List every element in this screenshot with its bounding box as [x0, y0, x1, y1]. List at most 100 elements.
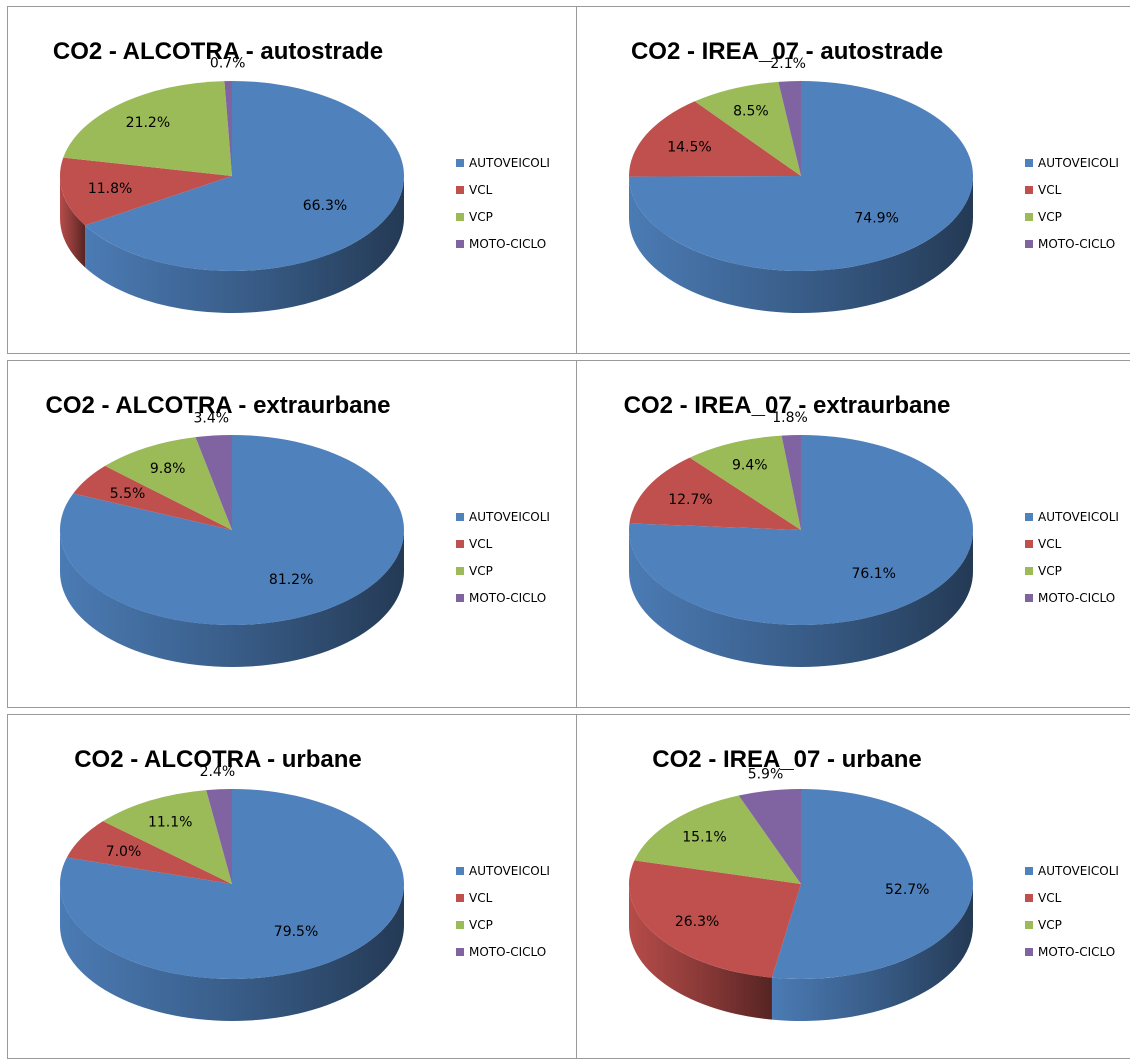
- slice-moto-ciclo: [206, 789, 232, 884]
- legend: AUTOVEICOLI VCL VCP MOTO-CICLO: [1025, 510, 1119, 605]
- data-label: 81.2%: [269, 572, 313, 588]
- slice-moto-ciclo: [778, 81, 801, 176]
- legend-swatch: [1025, 921, 1033, 929]
- legend-swatch: [456, 567, 464, 575]
- legend: AUTOVEICOLI VCL VCP MOTO-CICLO: [1025, 156, 1119, 251]
- data-label: 21.2%: [126, 115, 170, 131]
- legend-label: MOTO-CICLO: [1038, 591, 1115, 605]
- slice-side-autoveicoli: [60, 530, 404, 667]
- data-label: 5.5%: [110, 486, 146, 502]
- legend-swatch: [1025, 894, 1033, 902]
- legend-swatch: [456, 867, 464, 875]
- legend-label: MOTO-CICLO: [469, 945, 546, 959]
- data-label: 3.4%: [193, 410, 229, 426]
- slice-vcl: [73, 465, 232, 530]
- pie-chart: CO2 - ALCOTRA - extraurbane 81.2% 5.5%9.8%…: [46, 392, 550, 667]
- legend-swatch: [1025, 213, 1033, 221]
- legend-swatch: [1025, 594, 1033, 602]
- pie-chart: CO2 - ALCOTRA - urbane 79.5% 7.0% 11.1% 2.4%…: [60, 746, 550, 1021]
- pie-chart: CO2 - IREA_07 - autostrade 74.9% 14.5% 8.5%…: [629, 38, 1119, 313]
- data-label: 8.5%: [733, 103, 769, 119]
- data-label: 11.1%: [148, 814, 192, 830]
- chart-title: CO2 - IREA_07 - extraurbane: [624, 392, 951, 419]
- legend: AUTOVEICOLI VCL VCP MOTO-CICLO: [456, 864, 550, 959]
- slice-moto-ciclo: [738, 789, 801, 884]
- legend-label: MOTO-CICLO: [1038, 237, 1115, 251]
- legend-label: VCL: [1038, 537, 1062, 551]
- slice-side-autoveicoli: [85, 176, 405, 313]
- data-label: 9.4%: [732, 458, 768, 474]
- slice-vcp: [694, 81, 801, 176]
- legend-swatch: [1025, 867, 1033, 875]
- data-label: 2.4%: [200, 764, 236, 780]
- legend-swatch: [1025, 159, 1033, 167]
- pie-chart-panel: CO2 - ALCOTRA - autostrade 66.3% 11.8% 21.2…: [7, 6, 577, 354]
- data-label: 52.7%: [885, 882, 929, 898]
- legend-swatch: [456, 186, 464, 194]
- slice-vcl: [629, 101, 801, 177]
- legend-swatch: [456, 894, 464, 902]
- data-label: 1.8%: [772, 410, 808, 426]
- legend-swatch: [1025, 567, 1033, 575]
- data-label: 79.5%: [274, 924, 318, 940]
- pie-chart: CO2 - IREA_07 - urbane 52.7% 26.3% 15.1% 5.9…: [629, 746, 1119, 1021]
- data-label: 66.3%: [303, 198, 347, 214]
- pie-depth: [629, 176, 973, 313]
- pie-chart-panel: CO2 - IREA_07 - urbane 52.7% 26.3% 15.1% 5.9…: [576, 714, 1130, 1059]
- data-label: 9.8%: [150, 461, 186, 477]
- pie-chart: CO2 - IREA_07 - extraurbane 76.1% 12.7% 9.4…: [624, 392, 1119, 667]
- legend-label: AUTOVEICOLI: [469, 864, 550, 878]
- data-label: 2.1%: [770, 56, 806, 72]
- slice-autoveicoli: [771, 789, 973, 979]
- slice-vcp: [63, 81, 233, 176]
- slice-vcp: [102, 790, 232, 884]
- legend-swatch: [456, 540, 464, 548]
- legend-label: AUTOVEICOLI: [1038, 864, 1119, 878]
- slice-vcl: [66, 821, 232, 884]
- pie-depth: [60, 530, 404, 667]
- legend-swatch: [456, 513, 464, 521]
- data-label: 0.7%: [210, 56, 246, 72]
- slice-side-autoveicoli: [60, 884, 404, 1021]
- slice-side-vcl: [60, 176, 86, 268]
- data-label: 76.1%: [852, 566, 896, 582]
- legend-swatch: [1025, 948, 1033, 956]
- legend-label: VCP: [469, 918, 493, 932]
- legend-label: VCL: [1038, 891, 1062, 905]
- legend-swatch: [1025, 513, 1033, 521]
- slice-vcp: [105, 437, 232, 530]
- slice-vcp: [634, 795, 801, 884]
- legend-label: VCP: [469, 564, 493, 578]
- legend-label: VCP: [469, 210, 493, 224]
- legend-label: AUTOVEICOLI: [469, 510, 550, 524]
- chart-title: CO2 - IREA_07 - urbane: [652, 746, 921, 773]
- data-label: 12.7%: [668, 492, 712, 508]
- legend-label: AUTOVEICOLI: [1038, 510, 1119, 524]
- legend-label: MOTO-CICLO: [469, 591, 546, 605]
- chart-title: CO2 - IREA_07 - autostrade: [631, 38, 943, 65]
- legend-swatch: [1025, 186, 1033, 194]
- slice-side-autoveicoli: [629, 176, 973, 313]
- data-label: 11.8%: [88, 181, 132, 197]
- data-label: 14.5%: [667, 139, 711, 155]
- legend-swatch: [456, 240, 464, 248]
- data-label: 26.3%: [675, 914, 719, 930]
- legend-label: VCP: [1038, 564, 1062, 578]
- slice-autoveicoli: [629, 81, 973, 271]
- legend-label: VCP: [1038, 210, 1062, 224]
- slice-moto-ciclo: [224, 81, 232, 176]
- chart-title: CO2 - ALCOTRA - urbane: [74, 746, 362, 773]
- legend-swatch: [456, 213, 464, 221]
- legend: AUTOVEICOLI VCL VCP MOTO-CICLO: [1025, 864, 1119, 959]
- legend-swatch: [1025, 240, 1033, 248]
- pie-depth: [629, 884, 973, 1021]
- chart-title: CO2 - ALCOTRA - autostrade: [53, 38, 383, 65]
- slice-side-autoveicoli: [771, 884, 973, 1021]
- slice-autoveicoli: [85, 81, 405, 271]
- legend-label: MOTO-CICLO: [469, 237, 546, 251]
- legend-label: AUTOVEICOLI: [1038, 156, 1119, 170]
- pie-chart-panel: CO2 - ALCOTRA - extraurbane 81.2% 5.5% 9.8%…: [7, 360, 577, 708]
- legend-label: VCL: [469, 183, 493, 197]
- legend: AUTOVEICOLI VCL VCP MOTO-CICLO: [456, 510, 550, 605]
- pie-chart-panel: CO2 - IREA_07 - extraurbane 76.1% 12.7% 9.4…: [576, 360, 1130, 708]
